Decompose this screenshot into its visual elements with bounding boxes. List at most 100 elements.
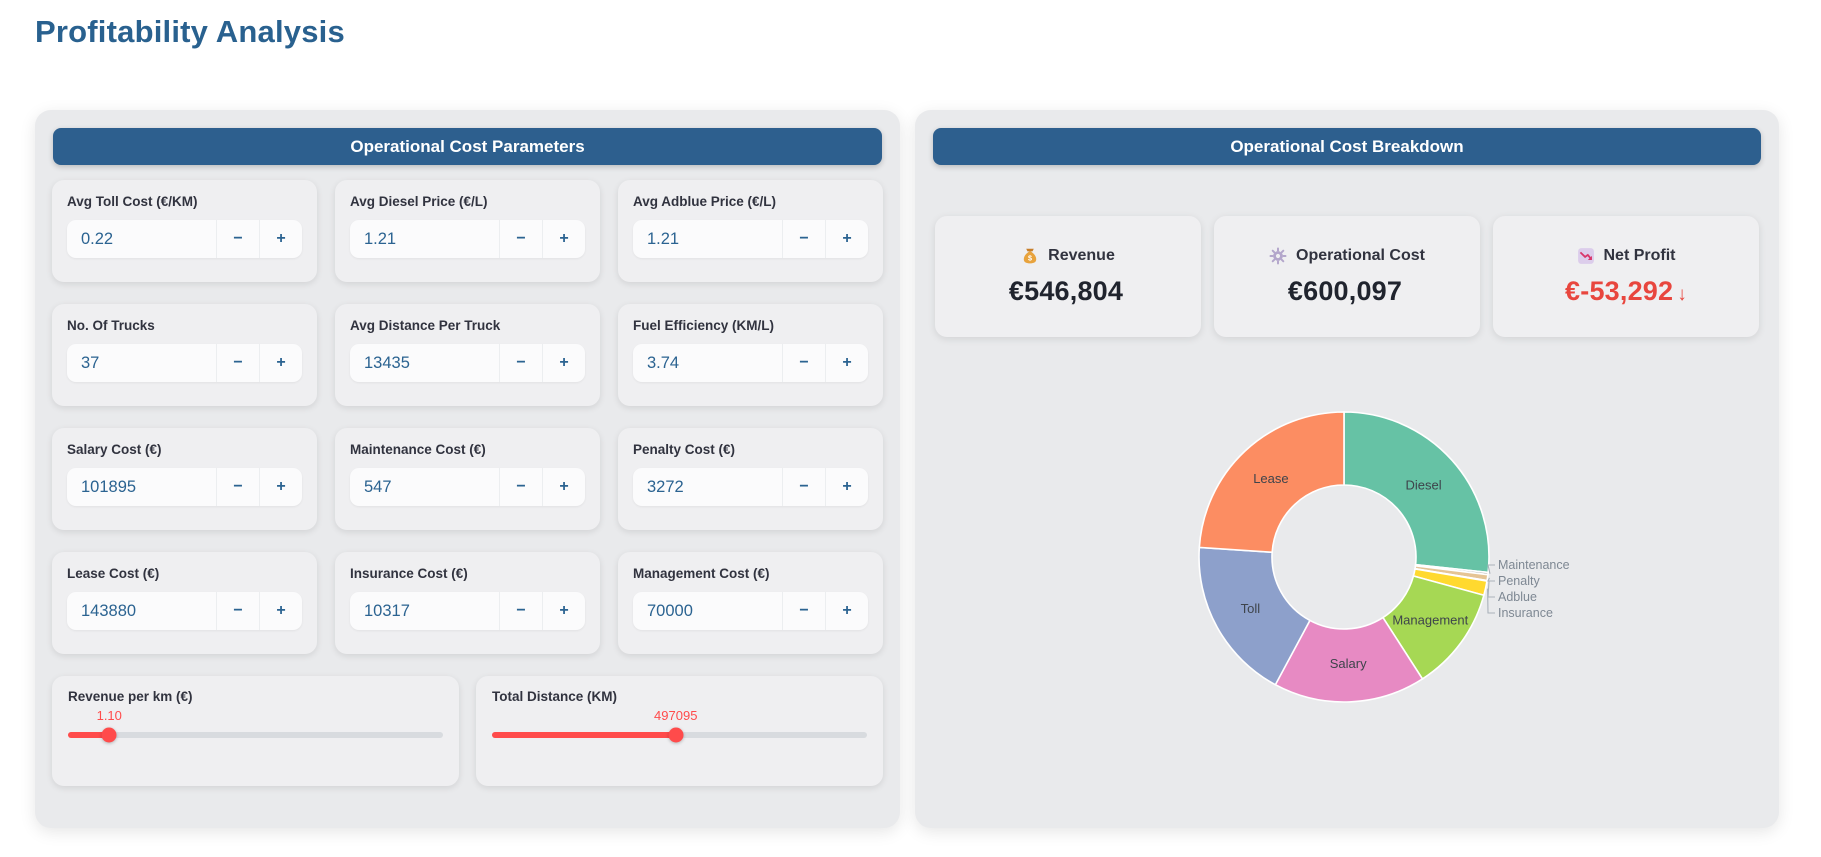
number-input-value[interactable]: 1.21 xyxy=(647,229,680,248)
increment-button[interactable]: + xyxy=(259,468,302,506)
number-input: 3.74 − + xyxy=(633,344,868,382)
slice-label-lease: Lease xyxy=(1253,471,1288,486)
increment-button[interactable]: + xyxy=(259,220,302,258)
slider-card: Revenue per km (€) 1.10 xyxy=(52,676,459,786)
parameter-card: Penalty Cost (€) 3272 − + xyxy=(618,428,883,530)
metric-label: Operational Cost xyxy=(1296,246,1425,264)
number-input: 0.22 − + xyxy=(67,220,302,258)
decrement-button[interactable]: − xyxy=(216,592,259,630)
donut-slice-toll[interactable] xyxy=(1198,546,1311,686)
donut-slice-salary[interactable] xyxy=(1274,616,1424,703)
metric-card: $ Revenue €546,804 xyxy=(935,216,1201,337)
number-input-value[interactable]: 3272 xyxy=(647,477,684,496)
slider-value-row: 497095 xyxy=(492,708,867,725)
number-input: 3272 − + xyxy=(633,468,868,506)
metric-label-row: $ Revenue xyxy=(1021,247,1115,265)
number-input: 547 − + xyxy=(350,468,585,506)
number-input: 1.21 − + xyxy=(633,220,868,258)
slider-label: Total Distance (KM) xyxy=(492,689,618,704)
donut-slice-lease[interactable] xyxy=(1198,411,1345,554)
decrement-button[interactable]: − xyxy=(782,344,825,382)
slice-label-diesel: Diesel xyxy=(1406,478,1442,493)
slider-track[interactable] xyxy=(492,727,867,743)
parameter-card: Avg Diesel Price (€/L) 1.21 − + xyxy=(335,180,600,282)
parameter-label: Penalty Cost (€) xyxy=(633,442,736,457)
slider-thumb[interactable] xyxy=(101,727,117,743)
decrement-button[interactable]: − xyxy=(216,220,259,258)
metric-card: Operational Cost €600,097 xyxy=(1214,216,1480,337)
decrement-button[interactable]: − xyxy=(499,220,542,258)
decrement-button[interactable]: − xyxy=(216,344,259,382)
slider-fill xyxy=(68,732,110,738)
number-input-value[interactable]: 10317 xyxy=(364,601,410,620)
increment-button[interactable]: + xyxy=(542,344,585,382)
breakdown-panel-title: Operational Cost Breakdown xyxy=(1230,136,1464,156)
metric-label-row: Operational Cost xyxy=(1269,247,1425,265)
increment-button[interactable]: + xyxy=(259,592,302,630)
increment-button[interactable]: + xyxy=(259,344,302,382)
number-input: 70000 − + xyxy=(633,592,868,630)
number-input-value[interactable]: 547 xyxy=(364,477,392,496)
parameter-label: No. Of Trucks xyxy=(67,318,155,333)
parameter-card: Maintenance Cost (€) 547 − + xyxy=(335,428,600,530)
chart-decreasing-icon xyxy=(1577,247,1595,265)
slider-track[interactable] xyxy=(68,727,443,743)
increment-button[interactable]: + xyxy=(825,220,868,258)
increment-button[interactable]: + xyxy=(825,592,868,630)
increment-button[interactable]: + xyxy=(542,220,585,258)
number-input-value[interactable]: 70000 xyxy=(647,601,693,620)
number-input-value[interactable]: 37 xyxy=(81,353,100,372)
increment-button[interactable]: + xyxy=(825,468,868,506)
slider-thumb[interactable] xyxy=(668,727,684,743)
breakdown-panel-header: Operational Cost Breakdown xyxy=(933,128,1761,165)
decrement-button[interactable]: − xyxy=(782,468,825,506)
number-input-value[interactable]: 0.22 xyxy=(81,229,114,248)
parameter-label: Avg Diesel Price (€/L) xyxy=(350,194,488,209)
parameter-card: Fuel Efficiency (KM/L) 3.74 − + xyxy=(618,304,883,406)
parameter-card: Salary Cost (€) 101895 − + xyxy=(52,428,317,530)
parameter-label: Insurance Cost (€) xyxy=(350,566,468,581)
slider-value-row: 1.10 xyxy=(68,708,443,725)
breakdown-panel: Operational Cost Breakdown $ Revenue €54… xyxy=(915,110,1779,828)
decrement-button[interactable]: − xyxy=(216,468,259,506)
parameter-label: Avg Distance Per Truck xyxy=(350,318,501,333)
metric-value: €-53,292 ↓ xyxy=(1565,275,1687,306)
parameter-label: Fuel Efficiency (KM/L) xyxy=(633,318,775,333)
increment-button[interactable]: + xyxy=(542,468,585,506)
decrement-button[interactable]: − xyxy=(499,344,542,382)
increment-button[interactable]: + xyxy=(825,344,868,382)
cost-breakdown-donut-chart: Diesel Management Salary Toll Lease Maintenan… xyxy=(1198,411,1570,703)
slider-label: Revenue per km (€) xyxy=(68,689,193,704)
metric-label: Net Profit xyxy=(1603,246,1676,264)
slider-value: 1.10 xyxy=(96,708,122,723)
number-input-value[interactable]: 1.21 xyxy=(364,229,397,248)
slice-label-penalty: Penalty xyxy=(1498,574,1540,588)
metric-label: Revenue xyxy=(1048,246,1115,264)
slider-value: 497095 xyxy=(654,708,698,723)
number-input-value[interactable]: 3.74 xyxy=(647,353,680,372)
parameter-card: Avg Distance Per Truck 13435 − + xyxy=(335,304,600,406)
decrement-button[interactable]: − xyxy=(499,468,542,506)
parameters-panel: Operational Cost Parameters Avg Toll Cos… xyxy=(35,110,900,828)
decrement-button[interactable]: − xyxy=(782,592,825,630)
parameter-label: Salary Cost (€) xyxy=(67,442,162,457)
number-input-value[interactable]: 101895 xyxy=(81,477,137,496)
parameters-grid: Avg Toll Cost (€/KM) 0.22 − + Avg Diesel… xyxy=(52,180,883,654)
increment-button[interactable]: + xyxy=(542,592,585,630)
number-input-value[interactable]: 13435 xyxy=(364,353,410,372)
donut-slice-diesel[interactable] xyxy=(1343,411,1490,574)
parameters-panel-title: Operational Cost Parameters xyxy=(350,136,585,156)
decrement-button[interactable]: − xyxy=(782,220,825,258)
slider-fill xyxy=(492,732,676,738)
number-input: 1.21 − + xyxy=(350,220,585,258)
parameter-label: Avg Adblue Price (€/L) xyxy=(633,194,777,209)
parameter-card: Insurance Cost (€) 10317 − + xyxy=(335,552,600,654)
number-input: 37 − + xyxy=(67,344,302,382)
leader-line-adblue xyxy=(1487,581,1495,598)
decrement-button[interactable]: − xyxy=(499,592,542,630)
sliders-grid: Revenue per km (€) 1.10 Total Distance (… xyxy=(52,676,883,786)
number-input-value[interactable]: 143880 xyxy=(81,601,137,620)
slice-label-salary: Salary xyxy=(1330,656,1367,671)
leader-line-maintenance xyxy=(1487,564,1495,574)
